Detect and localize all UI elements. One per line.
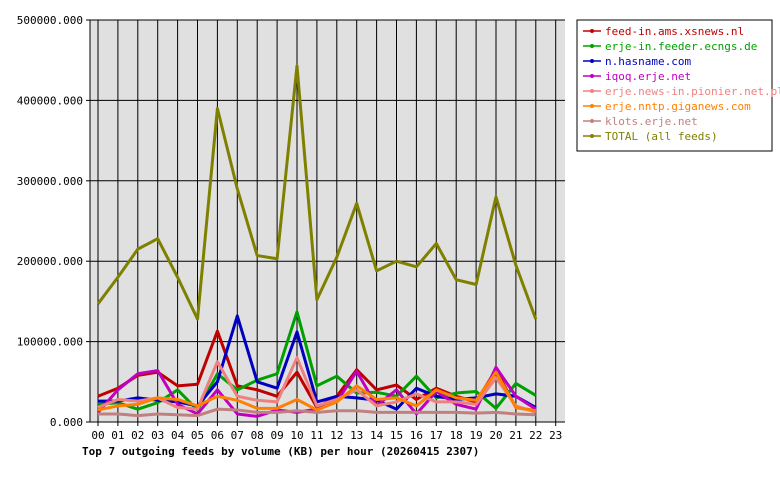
y-tick-label: 300000.000 (17, 175, 83, 188)
x-tick-label: 03 (151, 429, 164, 442)
legend-entry-label: feed-in.ams.xsnews.nl (605, 25, 744, 38)
legend-marker (590, 29, 594, 33)
x-tick-label: 14 (370, 429, 384, 442)
legend-marker (590, 119, 594, 123)
x-tick-label: 06 (211, 429, 224, 442)
legend-marker (590, 89, 594, 93)
y-tick-label: 500000.000 (17, 14, 83, 27)
grid-layer (90, 19, 565, 422)
x-tick-label: 19 (469, 429, 482, 442)
legend-entry-label: TOTAL (all feeds) (605, 130, 718, 143)
y-tick-label: 0.000 (50, 416, 83, 429)
x-tick-label: 12 (330, 429, 343, 442)
x-tick-label: 08 (251, 429, 264, 442)
x-tick-label: 09 (270, 429, 283, 442)
y-tick-label: 200000.000 (17, 255, 83, 268)
x-tick-label: 10 (290, 429, 303, 442)
legend-entry-label: erje.news-in.pionier.net.pl (605, 85, 780, 98)
y-tick-label: 100000.000 (17, 336, 83, 349)
legend-marker (590, 134, 594, 138)
legend-marker (590, 74, 594, 78)
legend-marker (590, 59, 594, 63)
x-tick-label: 05 (191, 429, 204, 442)
x-tick-label: 11 (310, 429, 323, 442)
plot-background (90, 20, 565, 422)
x-tick-label: 16 (410, 429, 423, 442)
legend-entry-label: erje-in.feeder.ecngs.de (605, 40, 757, 53)
legend-entry-label: klots.erje.net (605, 115, 698, 128)
x-tick-label: 21 (509, 429, 522, 442)
x-tick-label: 22 (529, 429, 542, 442)
series-line (98, 407, 536, 418)
x-tick-label: 02 (131, 429, 144, 442)
x-tick-label: 00 (91, 429, 104, 442)
x-tick-label: 07 (231, 429, 244, 442)
x-tick-label: 18 (450, 429, 463, 442)
legend-entry-label: erje.nntp.giganews.com (605, 100, 751, 113)
x-tick-label: 15 (390, 429, 403, 442)
x-tick-label: 04 (171, 429, 185, 442)
legend-entry-label: n.hasname.com (605, 55, 691, 68)
series-layer (96, 64, 538, 418)
legend-box (576, 19, 773, 152)
chart-title: Top 7 outgoing feeds by volume (KB) per … (82, 445, 479, 458)
legend-marker (590, 44, 594, 48)
series-line (97, 370, 537, 413)
y-tick-label: 400000.000 (17, 94, 83, 107)
x-tick-label: 13 (350, 429, 363, 442)
axis-layer: 0.000 100000.000 200000.000 300000.000 40000… (17, 14, 565, 442)
x-tick-label: 17 (430, 429, 443, 442)
x-tick-label: 23 (549, 429, 562, 442)
legend-marker (590, 104, 594, 108)
x-tick-label: 20 (489, 429, 502, 442)
series-line (97, 356, 537, 414)
series-line-total (96, 64, 538, 321)
legend-entry-label: iqoq.erje.net (605, 70, 691, 83)
legend: feed-in.ams.xsnews.nl erje-in.feeder.ecng… (576, 19, 780, 152)
x-tick-label: 01 (111, 429, 124, 442)
